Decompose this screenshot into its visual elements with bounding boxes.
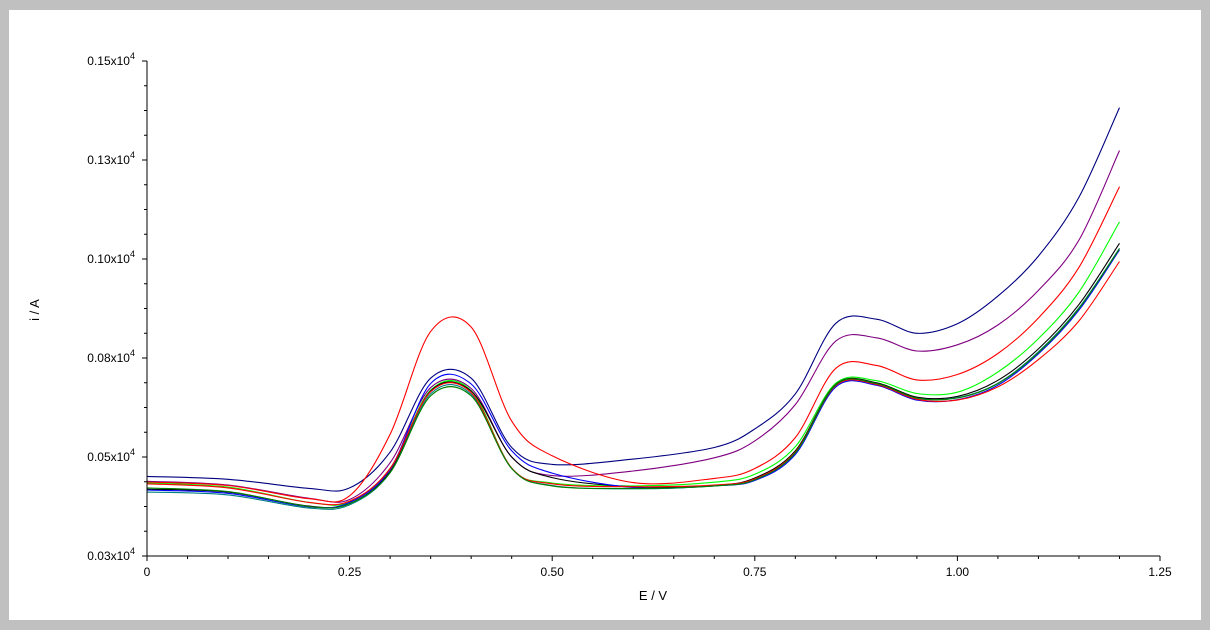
x-ticks: 0 0.25 0.50 0.75 1.00 1.25	[144, 556, 1172, 579]
axes-layer	[146, 61, 1160, 557]
series-line-5	[146, 242, 1120, 509]
series-line-9	[146, 248, 1120, 509]
x-axis-title: E / V	[639, 588, 668, 603]
x-tick-label: 0	[144, 565, 151, 579]
x-tick-label: 1.25	[1148, 565, 1172, 579]
x-tick-label: 0.75	[743, 565, 767, 579]
y-tick-label: 0.13x104	[87, 150, 135, 167]
series-layer	[146, 107, 1121, 510]
y-tick-label: 0.10x104	[87, 249, 135, 266]
y-axis-title: i / A	[27, 299, 42, 321]
series-line-2	[146, 150, 1121, 503]
chart-panel: 0 0.25 0.50 0.75 1.00 1.25 0.03x104 0.05x104 0.…	[9, 10, 1201, 620]
y-ticks: 0.03x104 0.05x104 0.08x104 0.10x104 0.13x104…	[87, 51, 147, 563]
series-line-3	[146, 186, 1120, 503]
series-line-6	[146, 249, 1120, 509]
series-line-1	[146, 107, 1121, 492]
y-tick-label: 0.05x104	[87, 447, 135, 464]
y-tick-label: 0.15x104	[87, 51, 135, 68]
series-line-7	[146, 247, 1120, 510]
series-line-8	[146, 261, 1120, 506]
x-tick-label: 1.00	[946, 565, 970, 579]
y-tick-label: 0.03x104	[87, 546, 135, 563]
y-tick-label: 0.08x104	[87, 348, 135, 365]
x-tick-label: 0.50	[541, 565, 565, 579]
x-tick-label: 0.25	[338, 565, 362, 579]
series-line-4	[146, 221, 1120, 506]
voltammogram-chart: 0 0.25 0.50 0.75 1.00 1.25 0.03x1040.05x1040.…	[27, 51, 1172, 603]
